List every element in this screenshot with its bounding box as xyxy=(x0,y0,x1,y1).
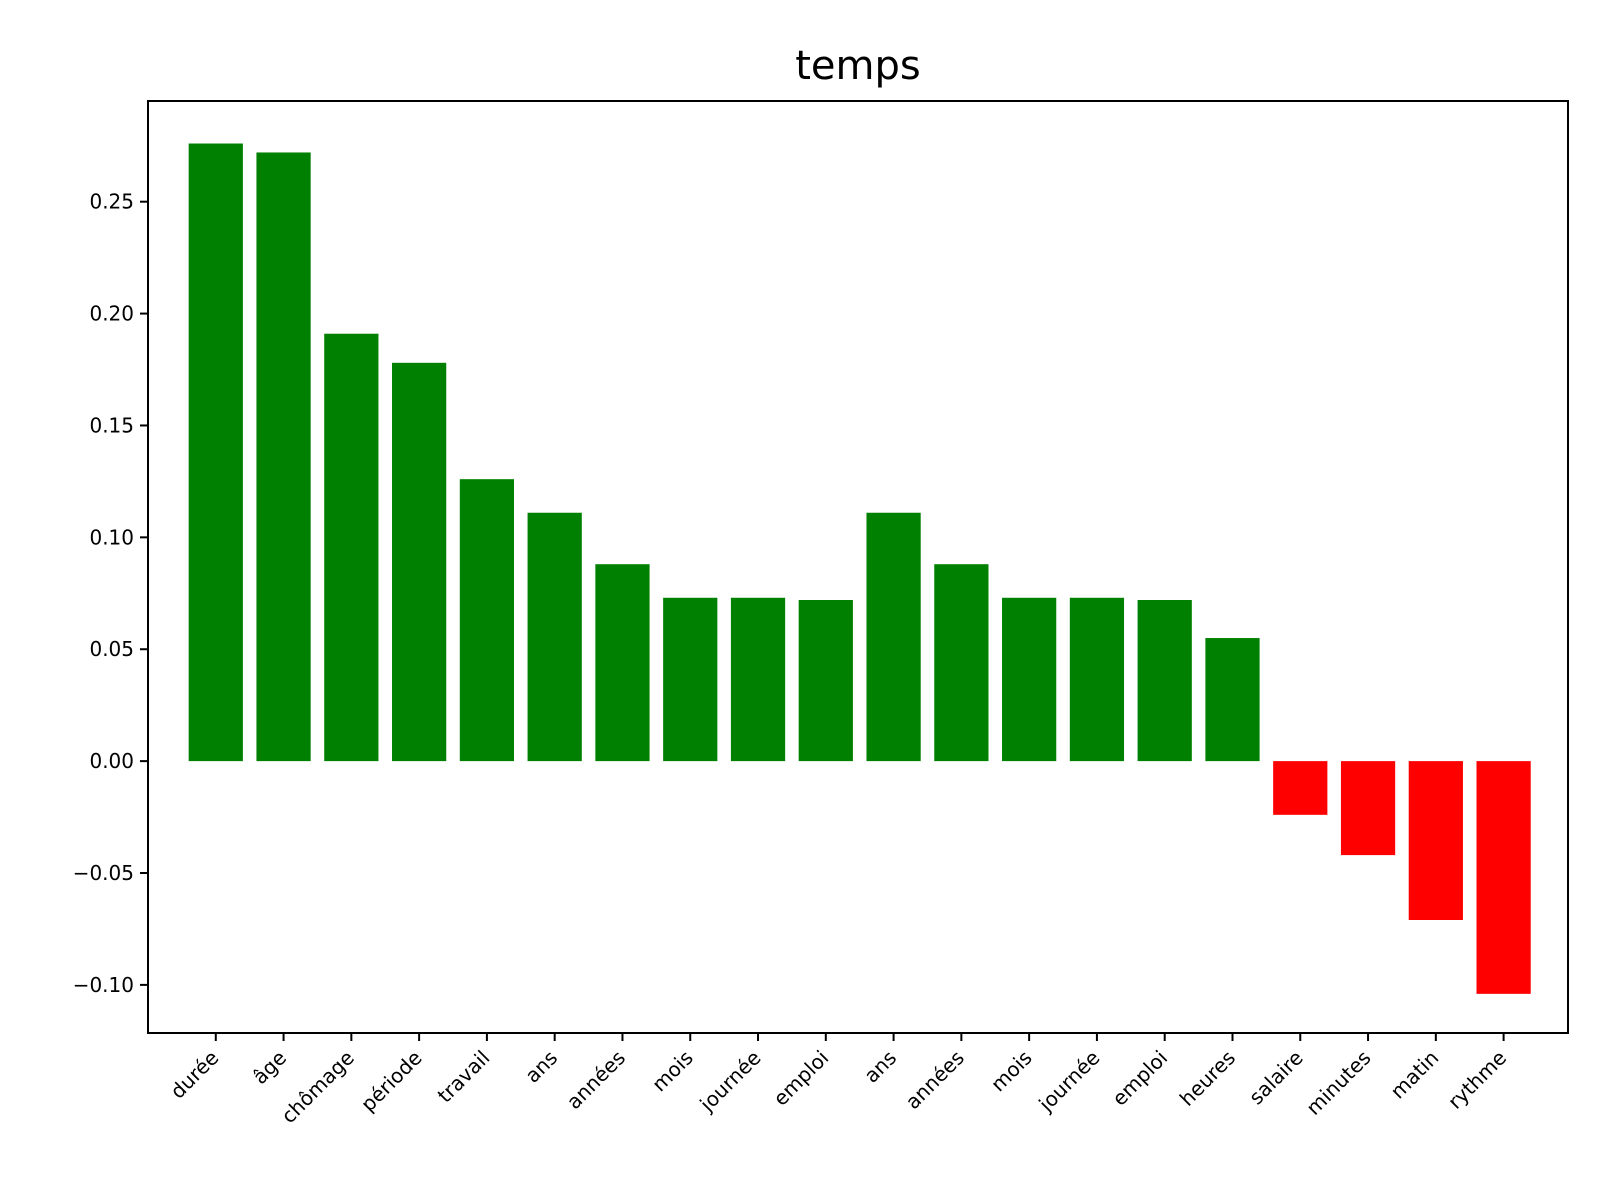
x-tick-label: mois xyxy=(986,1046,1037,1097)
bar-14 xyxy=(1137,600,1192,762)
x-tick-label: ans xyxy=(859,1046,901,1088)
x-tick-label: salaire xyxy=(1244,1046,1308,1110)
y-tick-label: −0.10 xyxy=(73,973,134,997)
chart-title: temps xyxy=(795,43,921,89)
bar-13 xyxy=(1069,597,1125,762)
bar-12 xyxy=(1002,597,1057,762)
x-tick-label: ans xyxy=(520,1046,562,1088)
bar-10 xyxy=(866,512,921,762)
x-tick-label: emploi xyxy=(768,1046,833,1111)
bar-8 xyxy=(730,597,786,762)
x-tick-label: heures xyxy=(1175,1046,1240,1111)
bar-7 xyxy=(663,597,718,762)
bar-17 xyxy=(1340,761,1396,856)
x-tick-label: matin xyxy=(1386,1046,1444,1104)
bar-5 xyxy=(527,512,582,762)
x-tick-label: chômage xyxy=(276,1046,358,1128)
y-axis: −0.10 −0.05 0.00 0.05 0.10 0.15 0.20 0.25 xyxy=(73,190,148,997)
x-tick-label: durée xyxy=(165,1046,223,1104)
x-tick-label: années xyxy=(901,1046,969,1114)
x-tick-label: âge xyxy=(248,1046,291,1089)
bar-2 xyxy=(324,333,379,762)
y-tick-label: −0.05 xyxy=(73,861,134,885)
bar-6 xyxy=(595,564,650,762)
x-tick-label: journée xyxy=(694,1046,765,1117)
bar-0 xyxy=(188,143,243,762)
x-tick-label: minutes xyxy=(1301,1046,1375,1120)
x-tick-label: journée xyxy=(1033,1046,1104,1117)
y-tick-label: 0.15 xyxy=(89,413,134,437)
y-tick-label: 0.10 xyxy=(89,525,134,549)
y-tick-label: 0.00 xyxy=(89,749,134,773)
y-tick-label: 0.20 xyxy=(89,302,134,326)
bars xyxy=(188,143,1531,994)
bar-1 xyxy=(256,152,311,762)
x-tick-label: période xyxy=(356,1046,427,1117)
bar-9 xyxy=(798,600,853,762)
x-tick-label: emploi xyxy=(1107,1046,1172,1111)
y-tick-label: 0.25 xyxy=(89,190,134,214)
x-tick-label: travail xyxy=(433,1046,495,1108)
bar-3 xyxy=(392,362,447,762)
bar-15 xyxy=(1205,638,1260,762)
bar-18 xyxy=(1408,761,1463,920)
x-tick-label: années xyxy=(562,1046,630,1114)
bar-19 xyxy=(1476,761,1531,994)
bar-16 xyxy=(1273,761,1328,815)
bar-4 xyxy=(459,479,515,762)
x-tick-label: mois xyxy=(647,1046,698,1097)
bar-11 xyxy=(934,564,989,762)
y-tick-label: 0.05 xyxy=(89,637,134,661)
plot-frame xyxy=(147,100,1569,1034)
x-tick-label: rythme xyxy=(1443,1046,1511,1114)
